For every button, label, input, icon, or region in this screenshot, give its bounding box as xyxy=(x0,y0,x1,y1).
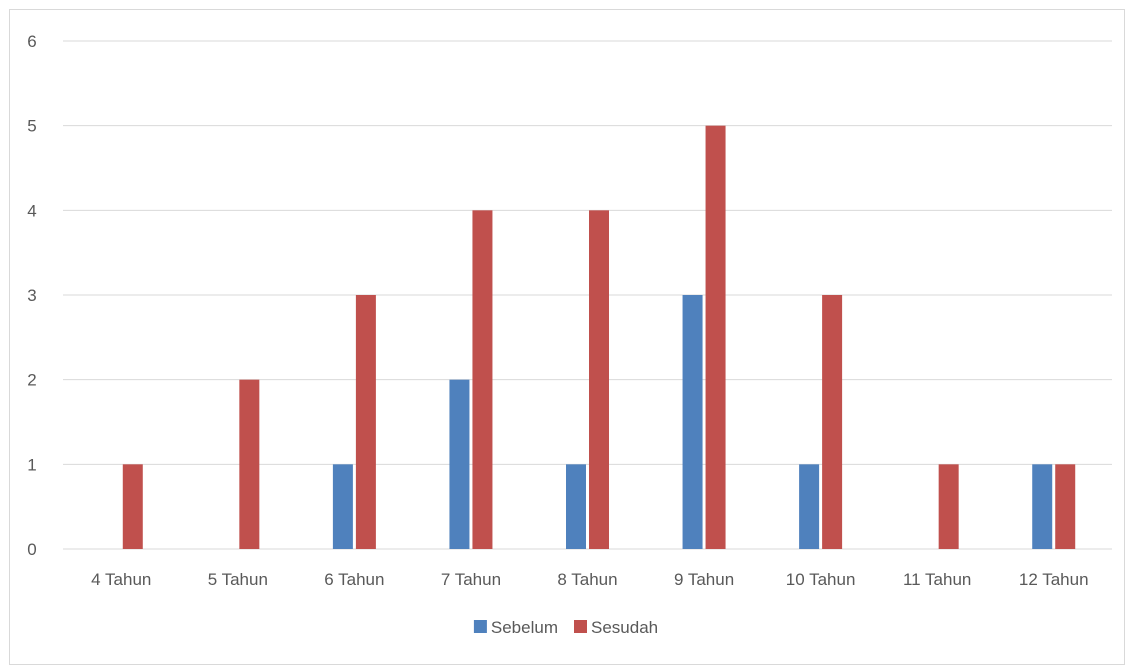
y-axis-ticks: 0 1 2 3 4 5 6 xyxy=(27,32,36,559)
bar-sesudah-6 xyxy=(822,295,843,549)
legend-label: Sesudah xyxy=(591,618,658,637)
y-tick-label: 1 xyxy=(27,455,36,474)
bar-sesudah-0 xyxy=(122,464,143,549)
x-tick-label: 10 Tahun xyxy=(786,570,856,589)
legend-item-sesudah: Sesudah xyxy=(574,618,658,637)
y-tick-label: 6 xyxy=(27,32,36,51)
y-tick-label: 4 xyxy=(27,201,36,220)
x-tick-label: 4 Tahun xyxy=(91,570,151,589)
x-tick-label: 7 Tahun xyxy=(441,570,501,589)
bar-sesudah-7 xyxy=(938,464,959,549)
bar-sebelum-2 xyxy=(332,464,353,549)
gridlines xyxy=(63,40,1112,550)
y-tick-label: 0 xyxy=(27,540,36,559)
bar-sebelum-8 xyxy=(1032,464,1053,549)
legend-swatch xyxy=(473,620,487,633)
bar-sebelum-6 xyxy=(799,464,820,549)
bar-sesudah-1 xyxy=(239,379,260,549)
bars xyxy=(122,125,1076,550)
y-tick-label: 3 xyxy=(27,286,36,305)
x-tick-label: 8 Tahun xyxy=(557,570,617,589)
x-tick-label: 11 Tahun xyxy=(903,570,971,589)
bar-sesudah-4 xyxy=(589,210,609,550)
bar-sebelum-3 xyxy=(449,379,470,549)
legend-label: Sebelum xyxy=(491,618,558,637)
bar-sesudah-2 xyxy=(355,295,376,549)
bar-sesudah-8 xyxy=(1055,464,1076,549)
bar-sesudah-5 xyxy=(705,125,726,550)
x-axis-ticks: 4 Tahun 5 Tahun 6 Tahun 7 Tahun 8 Tahun 9 Tah… xyxy=(91,570,1088,589)
y-tick-label: 2 xyxy=(27,371,36,390)
bar-sebelum-5 xyxy=(682,295,703,549)
x-tick-label: 5 Tahun xyxy=(208,570,268,589)
bar-chart: 0 1 2 3 4 5 6 4 Tahun 5 Tahun 6 Tahun 7 Tahun 8 Ta… xyxy=(27,32,1112,637)
bar-sesudah-3 xyxy=(472,210,493,550)
x-tick-label: 9 Tahun xyxy=(674,570,734,589)
legend: Sebelum Sesudah xyxy=(473,618,658,637)
legend-swatch xyxy=(574,620,587,633)
chart-frame: 0 1 2 3 4 5 6 4 Tahun 5 Tahun 6 Tahun 7 Tahun 8 Ta… xyxy=(9,9,1125,665)
legend-item-sebelum: Sebelum xyxy=(473,618,558,637)
x-tick-label: 6 Tahun xyxy=(324,570,384,589)
y-tick-label: 5 xyxy=(27,117,36,136)
bar-sebelum-4 xyxy=(566,464,586,549)
x-tick-label: 12 Tahun xyxy=(1019,570,1089,589)
